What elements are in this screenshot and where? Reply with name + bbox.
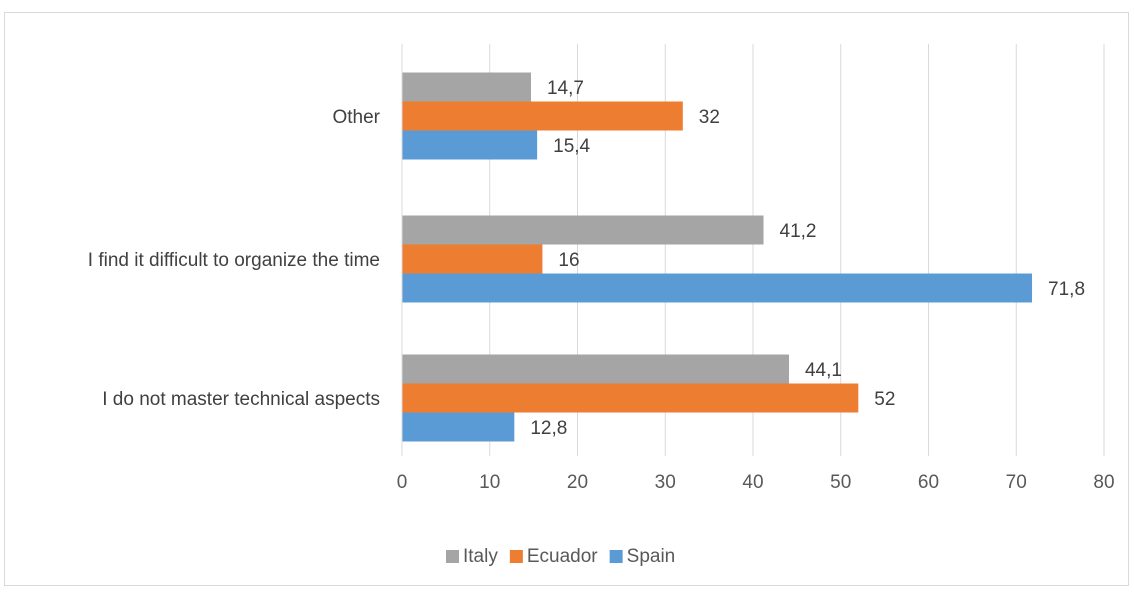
data-label: 14,7 (547, 78, 584, 99)
data-label: 41,2 (780, 221, 817, 242)
data-label: 32 (699, 107, 720, 128)
data-label: 52 (874, 389, 895, 410)
category-label: I do not master technical aspects (102, 389, 380, 410)
bar-ecuador (402, 101, 683, 131)
x-tick-label: 20 (567, 472, 588, 493)
legend-label-ecuador: Ecuador (527, 546, 598, 567)
bar-italy (402, 72, 531, 102)
bar-spain (402, 130, 538, 160)
data-label: 71,8 (1048, 279, 1085, 300)
x-tick-label: 40 (742, 472, 763, 493)
category-label: Other (332, 107, 380, 128)
data-label: 15,4 (553, 136, 590, 157)
data-label: 12,8 (530, 418, 567, 439)
x-tick-label: 0 (397, 472, 408, 493)
bar-italy (402, 215, 764, 245)
bar-spain (402, 412, 515, 442)
x-tick-label: 30 (655, 472, 676, 493)
legend-swatch-ecuador (509, 550, 523, 563)
data-label: 44,1 (805, 360, 842, 381)
x-tick-label: 80 (1093, 472, 1114, 493)
x-tick-label: 50 (830, 472, 851, 493)
x-tick-label: 10 (479, 472, 500, 493)
data-label: 16 (558, 250, 579, 271)
legend-label-spain: Spain (627, 546, 676, 567)
legend-swatch-spain (609, 550, 623, 563)
category-label: I find it difficult to organize the time (88, 250, 380, 271)
bar-ecuador (402, 383, 859, 413)
x-tick-label: 60 (918, 472, 939, 493)
legend-label-italy: Italy (463, 546, 498, 567)
bar-ecuador (402, 244, 543, 274)
bar-italy (402, 354, 789, 384)
bar-spain (402, 273, 1033, 303)
x-tick-label: 70 (1006, 472, 1027, 493)
legend-swatch-italy (446, 550, 459, 563)
